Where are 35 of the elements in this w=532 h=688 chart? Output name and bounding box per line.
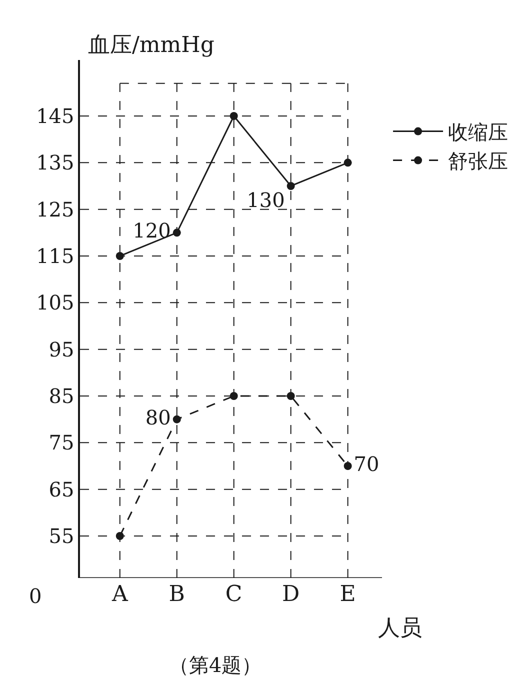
y-tick-label: 115	[36, 244, 74, 268]
point	[344, 158, 352, 167]
x-axis-title: 人员	[378, 616, 422, 641]
point	[344, 462, 352, 470]
data-label: 80	[145, 405, 171, 430]
text: 0	[29, 584, 42, 608]
x-tick-label: C	[225, 582, 242, 607]
data-label: 120	[132, 218, 171, 243]
y-tick-label: 105	[36, 290, 74, 315]
point	[230, 392, 238, 400]
point	[116, 252, 124, 260]
point	[286, 392, 295, 400]
y-tick-label: 95	[48, 337, 74, 362]
legend-label: 舒张压	[448, 149, 508, 174]
y-tick-label: 135	[36, 150, 74, 175]
point	[230, 112, 238, 120]
text: （第4题）	[169, 653, 262, 677]
y-tick-label: 75	[48, 430, 74, 455]
y-tick-label: 145	[36, 104, 74, 128]
x-tick-label: B	[168, 582, 185, 607]
point	[172, 415, 181, 424]
y-axis-title: 血压/mmHg	[88, 33, 214, 58]
y-tick-label: 85	[48, 384, 74, 408]
point	[286, 182, 295, 190]
legend-label: 收缩压	[448, 120, 508, 144]
point	[172, 228, 181, 237]
x-tick-label: A	[110, 582, 129, 607]
point	[116, 532, 124, 540]
y-tick-label: 55	[48, 524, 74, 548]
data-label: 130	[246, 188, 285, 212]
y-tick-label: 125	[36, 197, 74, 222]
x-tick-label: D	[282, 582, 300, 607]
y-tick-label: 65	[48, 477, 74, 502]
x-tick-label: E	[340, 582, 356, 607]
data-label: 70	[354, 452, 380, 476]
